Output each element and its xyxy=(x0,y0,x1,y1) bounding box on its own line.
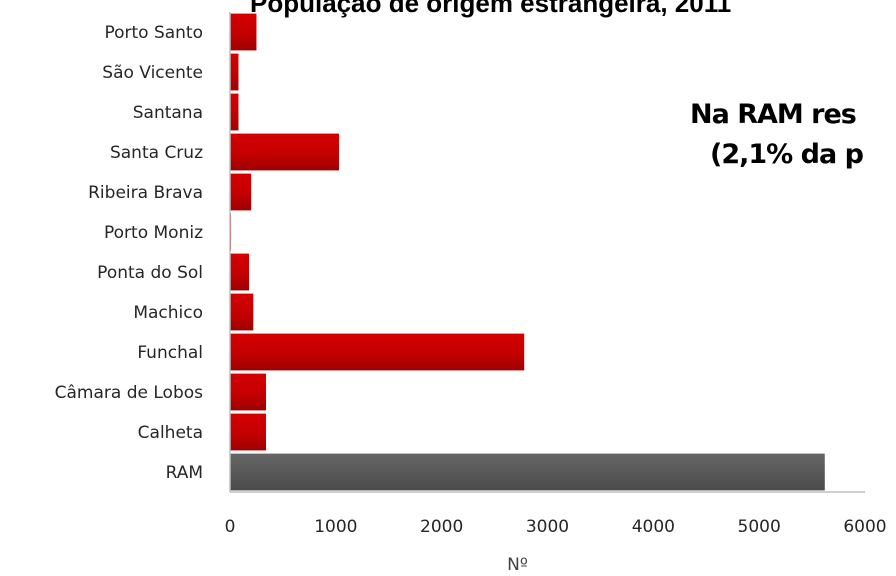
chart-title: População de origem estrangeira, 2011 xyxy=(250,0,732,18)
bar-8 xyxy=(230,333,525,371)
category-label-9: Câmara de Lobos xyxy=(55,383,203,403)
annotation-line-2: (2,1% da p xyxy=(710,139,864,170)
annotation-text: Na RAM res (2,1% da p xyxy=(690,95,896,175)
bar-7 xyxy=(230,293,254,331)
category-label-3: Santa Cruz xyxy=(110,143,203,163)
x-tick-0: 0 xyxy=(225,517,236,537)
x-tick-1: 1000 xyxy=(314,517,357,537)
bar-4 xyxy=(230,173,252,211)
x-tick-3: 3000 xyxy=(526,517,569,537)
x-tick-5: 5000 xyxy=(738,517,781,537)
x-tick-4: 4000 xyxy=(632,517,675,537)
bars-group xyxy=(230,13,825,491)
category-label-10: Calheta xyxy=(138,423,203,443)
x-axis-label: Nº xyxy=(507,555,528,575)
bar-0 xyxy=(230,13,257,51)
bar-1 xyxy=(230,53,239,91)
category-label-11: RAM xyxy=(166,463,203,483)
bar-2 xyxy=(230,93,239,131)
bar-3 xyxy=(230,133,340,171)
category-label-0: Porto Santo xyxy=(104,23,203,43)
category-label-2: Santana xyxy=(133,103,203,123)
x-tick-labels: 0 1000 2000 3000 4000 5000 6000 xyxy=(225,517,887,537)
bar-11 xyxy=(230,453,825,491)
category-label-6: Ponta do Sol xyxy=(97,263,203,283)
annotation-line-1: Na RAM res xyxy=(690,99,857,130)
category-label-1: São Vicente xyxy=(102,63,203,83)
x-tick-6: 6000 xyxy=(843,517,886,537)
bar-6 xyxy=(230,253,250,291)
x-tick-2: 2000 xyxy=(420,517,463,537)
bar-9 xyxy=(230,373,266,411)
category-label-5: Porto Moniz xyxy=(104,223,203,243)
category-label-8: Funchal xyxy=(137,343,203,363)
category-label-4: Ribeira Brava xyxy=(88,183,203,203)
bar-10 xyxy=(230,413,266,451)
category-label-7: Machico xyxy=(133,303,203,323)
category-labels: Porto Santo São Vicente Santana Santa Cruz R… xyxy=(55,23,203,483)
